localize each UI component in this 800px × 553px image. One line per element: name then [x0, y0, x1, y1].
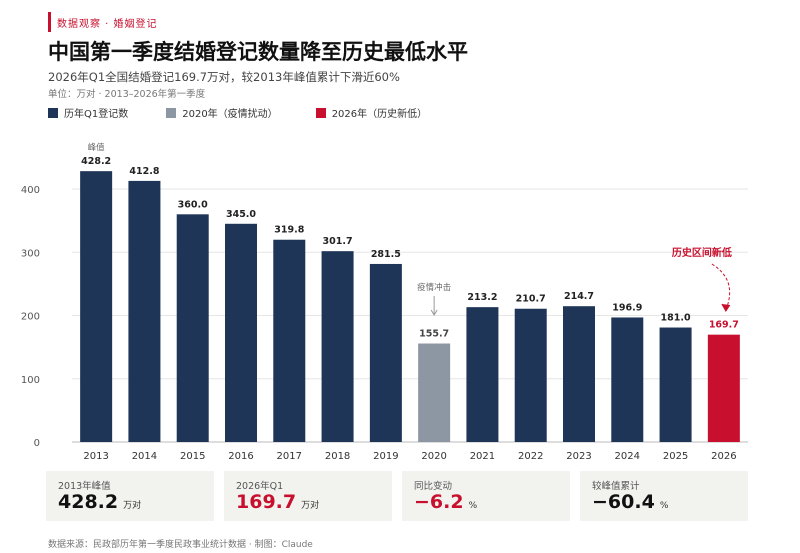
bar-2016	[225, 223, 257, 442]
bar-2020	[418, 343, 451, 442]
x-tick-label: 2021	[470, 451, 495, 462]
y-tick-label: 100	[21, 375, 40, 386]
card-yoy-value: −6.2	[414, 491, 464, 513]
x-tick-label: 2020	[421, 451, 446, 462]
x-tick-label: 2013	[83, 451, 108, 462]
legend-label-2026: 2026年（历史新低）	[331, 109, 428, 120]
y-tick-label: 0	[34, 438, 40, 449]
bar-value-label: 301.7	[323, 236, 353, 247]
card-peak-label: 2013年峰值	[58, 481, 111, 492]
x-tick-label: 2017	[277, 451, 302, 462]
bar-value-label: 196.9	[612, 302, 642, 313]
card-peak: 2013年峰值 428.2 万对	[46, 471, 214, 521]
page-title: 中国第一季度结婚登记数量降至历史最低水平	[48, 40, 468, 64]
summary-cards: 2013年峰值 428.2 万对 2026年Q1 169.7 万对 同比变动 −6.…	[46, 471, 748, 521]
annotation-low: 历史区间新低	[672, 246, 732, 259]
x-tick-label: 2014	[132, 451, 157, 462]
bar-value-label: 213.2	[467, 292, 497, 303]
bar-value-label: 412.8	[129, 166, 159, 177]
source-note: 数据来源：民政部历年第一季度民政事业统计数据 · 制图：Claude	[48, 540, 313, 550]
x-tick-label: 2023	[566, 451, 591, 462]
x-tick-label: 2019	[373, 451, 398, 462]
legend-item-2026: 2026年（历史新低）	[315, 105, 428, 120]
card-vs-peak: 较峰值累计 −60.4%	[580, 471, 748, 521]
x-tick-label: 2015	[180, 451, 205, 462]
bar-2022	[514, 308, 547, 442]
bar-2017	[273, 239, 306, 442]
card-2026q1-value-row: 169.7 万对	[236, 491, 319, 513]
card-yoy-label: 同比变动	[414, 481, 453, 492]
card-vs-peak-unit: %	[659, 501, 669, 511]
bar-2021	[466, 307, 499, 442]
bar-value-label: 428.2	[81, 156, 111, 167]
bar-2024	[611, 317, 644, 442]
bar-2025	[659, 327, 692, 442]
chart-legend: 历年Q1登记数 2020年（疫情扰动） 2026年（历史新低）	[48, 105, 465, 120]
annotation-covid: 疫情冲击	[417, 282, 451, 293]
bar-2026	[707, 334, 740, 442]
x-tick-label: 2026	[711, 451, 736, 462]
legend-label-2020: 2020年（疫情扰动）	[182, 109, 278, 120]
bar-chart: 0 100 200 300 400 428.2 2013 412.8 2014 360.0 2015…	[21, 142, 748, 462]
bar-2013	[80, 171, 113, 442]
x-tick-label: 2024	[615, 451, 640, 462]
annotation-peak: 峰值	[88, 142, 106, 153]
bar-2015	[176, 214, 209, 442]
legend-swatch-2020	[166, 107, 177, 118]
card-yoy-value-row: −6.2%	[414, 491, 477, 513]
annotation-low-arrow	[711, 263, 731, 311]
kicker-accent-bar	[48, 12, 51, 32]
x-tick-label: 2016	[228, 451, 253, 462]
card-2026q1: 2026年Q1 169.7 万对	[224, 471, 392, 521]
bar-2018	[321, 251, 354, 442]
card-2026q1-value: 169.7	[236, 491, 297, 513]
card-2026q1-unit: 万对	[301, 501, 320, 511]
card-2026q1-label: 2026年Q1	[236, 481, 284, 492]
legend-item-regular: 历年Q1登记数	[48, 105, 128, 120]
bar-value-label: 169.7	[709, 320, 739, 331]
bar-value-label: 360.0	[178, 199, 208, 210]
y-tick-label: 200	[21, 312, 40, 323]
bar-value-label: 214.7	[564, 291, 594, 302]
legend-swatch-regular	[48, 107, 58, 118]
card-peak-value: 428.2	[58, 491, 119, 513]
legend-item-2020: 2020年（疫情扰动）	[166, 105, 278, 120]
y-tick-label: 300	[21, 248, 40, 259]
x-tick-label: 2022	[518, 451, 543, 462]
kicker-label: 数据观察 · 婚姻登记	[57, 19, 158, 30]
x-tick-label: 2025	[663, 451, 688, 462]
card-vs-peak-value: −60.4	[592, 491, 655, 513]
card-peak-value-row: 428.2 万对	[58, 491, 141, 513]
bar-2014	[128, 180, 161, 442]
card-vs-peak-label: 较峰值累计	[592, 481, 640, 492]
bar-2023	[563, 306, 595, 442]
unit-note: 单位：万对 · 2013–2026年第一季度	[48, 89, 206, 100]
bar-value-label: 210.7	[516, 294, 546, 305]
card-vs-peak-value-row: −60.4%	[592, 491, 668, 513]
card-yoy-unit: %	[468, 501, 478, 511]
legend-swatch-2026	[315, 107, 326, 118]
bar-value-label: 155.7	[419, 329, 449, 340]
card-yoy: 同比变动 −6.2%	[402, 471, 570, 521]
annotation-low-arrowhead	[721, 303, 731, 312]
bar-value-label: 181.0	[661, 313, 691, 324]
bar-2019	[369, 263, 402, 442]
bar-value-label: 345.0	[226, 209, 256, 220]
bar-value-label: 281.5	[371, 249, 401, 260]
card-peak-unit: 万对	[123, 501, 142, 511]
page-subtitle: 2026年Q1全国结婚登记169.7万对，较2013年峰值累计下滑近60%	[48, 70, 400, 84]
annotation-covid-arrowhead	[430, 309, 438, 316]
y-tick-label: 400	[21, 185, 40, 196]
legend-label-regular: 历年Q1登记数	[64, 109, 129, 120]
x-tick-label: 2018	[325, 451, 350, 462]
bar-value-label: 319.8	[274, 225, 304, 236]
